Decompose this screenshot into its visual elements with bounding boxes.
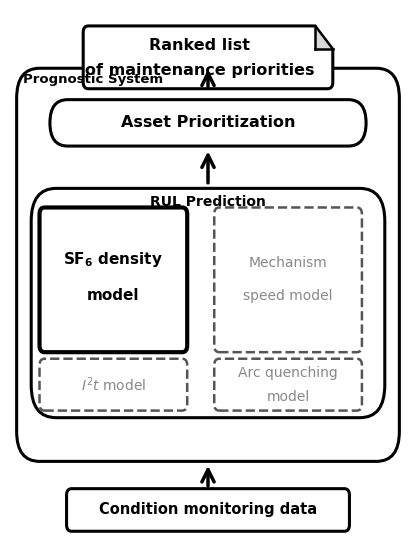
FancyBboxPatch shape	[40, 207, 187, 352]
Text: model: model	[87, 288, 140, 302]
Polygon shape	[315, 23, 335, 49]
Text: Ranked list: Ranked list	[149, 38, 250, 53]
Text: of maintenance priorities: of maintenance priorities	[84, 63, 314, 79]
Polygon shape	[315, 26, 333, 49]
FancyBboxPatch shape	[214, 359, 362, 411]
Text: Mechanism: Mechanism	[249, 257, 327, 270]
Text: $I^2t$ model: $I^2t$ model	[81, 375, 146, 394]
Text: Asset Prioritization: Asset Prioritization	[121, 115, 295, 130]
FancyBboxPatch shape	[67, 489, 349, 531]
Text: RUL Prediction: RUL Prediction	[150, 195, 266, 209]
FancyBboxPatch shape	[31, 188, 385, 418]
Text: Prognostic System: Prognostic System	[23, 73, 163, 86]
Text: Arc quenching: Arc quenching	[238, 366, 338, 379]
FancyBboxPatch shape	[83, 26, 333, 88]
FancyBboxPatch shape	[40, 359, 187, 411]
Text: speed model: speed model	[243, 289, 333, 303]
Text: Condition monitoring data: Condition monitoring data	[99, 502, 317, 518]
Text: model: model	[267, 390, 310, 403]
Text: $\mathbf{SF_6}$$\mathbf{\ density}$: $\mathbf{SF_6}$$\mathbf{\ density}$	[64, 250, 163, 269]
FancyBboxPatch shape	[17, 68, 399, 461]
FancyBboxPatch shape	[50, 99, 366, 146]
FancyBboxPatch shape	[214, 207, 362, 352]
